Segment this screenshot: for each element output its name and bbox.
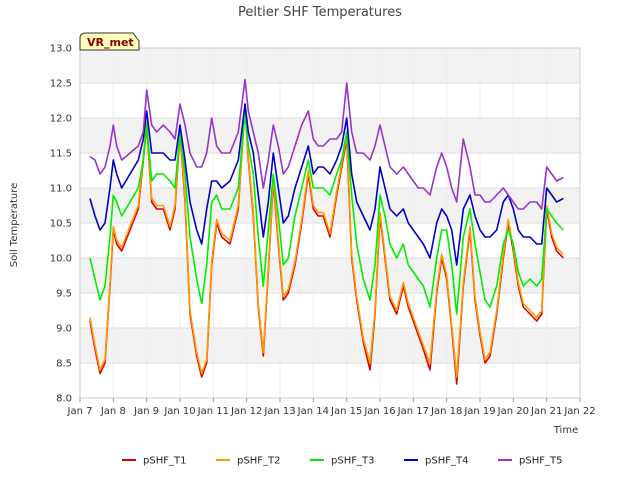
x-tick-label: Jan 14 (297, 406, 329, 417)
legend-label-pSHF_T2: pSHF_T2 (237, 456, 280, 467)
x-tick-label: Jan 10 (163, 406, 195, 417)
legend-label-pSHF_T5: pSHF_T5 (519, 456, 562, 467)
y-axis-ticks: 8.0 8.5 9.0 9.5 10.0 10.5 11.0 11.5 12.0 12.5 13.0 (50, 44, 72, 405)
series-line-pSHF_T4 (89, 103, 564, 266)
vr-met-badge: VR_met (79, 32, 140, 51)
x-tick-label: Jan 19 (463, 406, 495, 417)
y-tick-label: 9.5 (56, 289, 72, 300)
x-tick-label: Jan 7 (67, 406, 93, 417)
x-tick-label: Jan 17 (397, 406, 429, 417)
x-axis-label: Time (553, 425, 578, 436)
x-tick-label: Jan 16 (363, 406, 395, 417)
x-tick-label: Jan 22 (563, 406, 595, 417)
x-tick-label: Jan 20 (497, 406, 529, 417)
x-axis-ticks: Jan 7 Jan 8 Jan 9 Jan 10 Jan 11 Jan 12 Jan 13 J… (67, 398, 596, 417)
series-line-pSHF_T3 (89, 110, 564, 315)
y-tick-label: 11.0 (50, 184, 72, 195)
y-tick-label: 13.0 (50, 44, 72, 55)
legend: pSHF_T1 pSHF_T2 pSHF_T3 pSHF_T4 pSHF_T5 (122, 456, 562, 467)
x-tick-label: Jan 18 (430, 406, 462, 417)
y-tick-label: 10.5 (50, 219, 72, 230)
grid-lines (79, 47, 581, 399)
legend-label-pSHF_T4: pSHF_T4 (425, 456, 468, 467)
chart-title: Peltier SHF Temperatures (238, 5, 402, 20)
y-axis-label: Soil Temperature (9, 183, 20, 268)
x-tick-label: Jan 11 (197, 406, 229, 417)
background-band (80, 258, 580, 293)
legend-label-pSHF_T3: pSHF_T3 (331, 456, 374, 467)
plot-area-frame (79, 47, 581, 399)
badge-label: VR_met (87, 36, 134, 49)
series-line-pSHF_T5 (89, 78, 564, 210)
background-band (80, 328, 580, 363)
background-band (80, 48, 580, 83)
y-tick-label: 9.0 (56, 324, 72, 335)
background-band (80, 118, 580, 153)
x-tick-label: Jan 9 (133, 406, 159, 417)
legend-label-pSHF_T1: pSHF_T1 (143, 456, 186, 467)
y-tick-label: 8.5 (56, 359, 72, 370)
x-tick-label: Jan 13 (263, 406, 295, 417)
badge-shape (79, 32, 140, 51)
y-tick-label: 10.0 (50, 254, 72, 265)
y-tick-label: 12.5 (50, 79, 72, 90)
x-tick-label: Jan 15 (330, 406, 362, 417)
y-tick-label: 11.5 (50, 149, 72, 160)
x-tick-label: Jan 21 (530, 406, 562, 417)
series-line-pSHF_T2 (89, 106, 564, 378)
x-tick-label: Jan 12 (230, 406, 262, 417)
y-tick-label: 12.0 (50, 114, 72, 125)
x-tick-label: Jan 8 (100, 406, 126, 417)
plot-background-bands (80, 48, 580, 363)
series-layer (89, 78, 564, 385)
y-tick-label: 8.0 (56, 394, 72, 405)
